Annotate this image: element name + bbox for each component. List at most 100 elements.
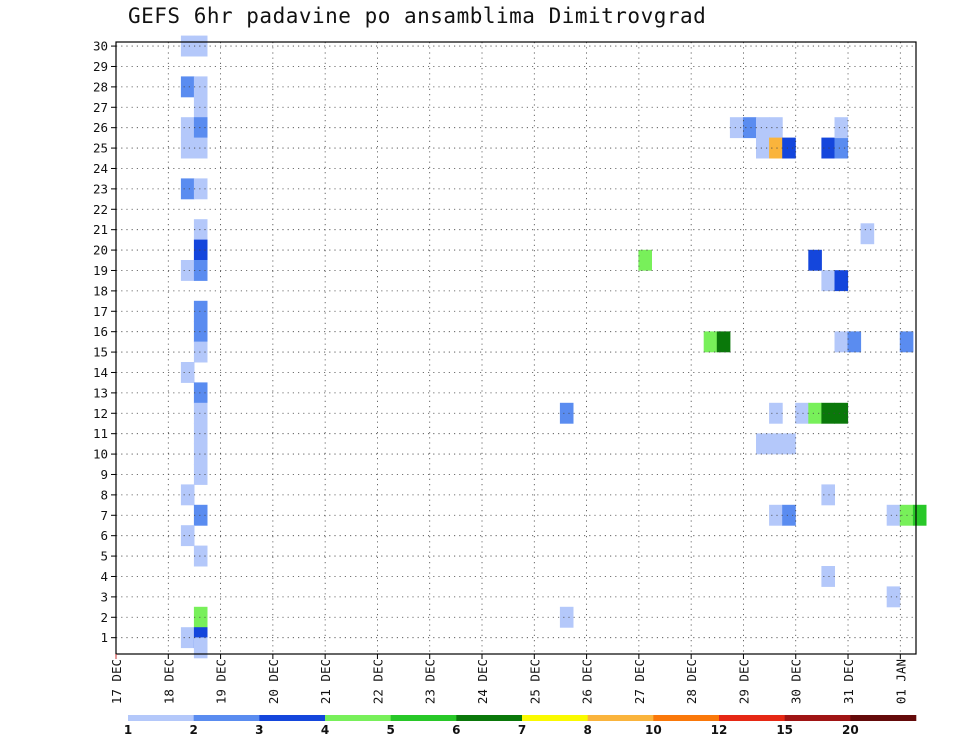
heatmap-cell [193,137,208,159]
heatmap-cell [193,443,208,465]
color-scale-bar: 1 2 3 4 5 6 7 8 10 12 15 20 [124,715,917,737]
color-scale-segment [325,715,391,721]
heatmap-cell [193,637,208,659]
color-scale-label: 10 [645,723,662,737]
y-tick-label: 15 [93,345,108,360]
heatmap-cell [193,504,208,526]
color-scale-label: 4 [321,723,329,737]
heatmap-cell [193,423,208,445]
heatmap-cell [193,219,208,241]
heatmap-cell [847,331,862,353]
x-tick-label: 27 DEC [632,659,647,704]
y-tick-label: 16 [93,324,108,339]
heatmap-cell [193,464,208,485]
heatmap-cell [193,402,208,424]
heatmap-cell [769,137,783,159]
heatmap-cell [821,484,835,506]
heatmap-cell [782,433,796,455]
x-tick-label: 30 DEC [789,659,804,704]
color-scale-label: 7 [518,723,526,737]
x-tick-label: 31 DEC [841,659,856,704]
x-tick-label: 22 DEC [370,659,385,704]
heatmap-cell [193,178,208,200]
heatmap-cell [729,117,744,139]
heatmap-cell [180,35,195,57]
color-scale-label: 15 [776,723,793,737]
heatmap-cell [193,321,208,343]
y-tick-label: 24 [93,161,108,176]
heatmap-cell [834,117,849,139]
color-scale-label: 2 [189,723,197,737]
color-scale-segment [850,715,917,721]
y-tick-label: 13 [93,385,108,400]
heatmap-cells [180,35,927,659]
heatmap-cell [559,606,574,628]
y-tick-label: 18 [93,283,108,298]
x-tick-label: 23 DEC [423,659,438,704]
color-scale-segment [456,715,523,721]
heatmap-cell [821,402,835,424]
heatmap-cell [834,402,849,424]
heatmap-cell [821,566,835,587]
color-scale-label: 5 [386,723,394,737]
heatmap-cell [180,260,195,281]
y-tick-label: 12 [93,406,108,421]
x-tick-label: 17 DEC [109,659,124,704]
heatmap-cell [782,137,796,159]
heatmap-cell [886,504,901,526]
y-tick-label: 19 [93,263,108,278]
heatmap-cell [638,249,652,271]
x-tick-label: 19 DEC [214,659,229,704]
heatmap-cell [193,545,208,567]
y-tick-label: 6 [100,528,108,543]
heatmap-cell [886,586,901,608]
y-tick-label: 23 [93,181,108,196]
x-tick-label: 29 DEC [736,659,751,704]
heatmap-cell [180,484,195,506]
x-axis: 17 DEC 18 DEC 19 DEC 20 DEC 21 DEC 22 DEC 23 D… [109,654,908,704]
color-scale-segment [522,715,588,721]
heatmap-cell [193,117,208,139]
y-tick-label: 29 [93,59,108,74]
heatmap-cell [180,627,195,649]
y-tick-label: 1 [100,630,108,645]
heatmap-cell [743,117,757,139]
heatmap-cell [821,270,835,292]
color-scale-segment [784,715,851,721]
grid-lines [115,42,916,654]
color-scale-label: 8 [583,723,591,737]
y-tick-label: 9 [100,467,108,482]
heatmap-cell [193,35,208,57]
color-scale-segment [719,715,785,721]
heatmap-cell [756,117,770,139]
y-tick-label: 20 [93,243,108,258]
heatmap-cell [899,331,914,353]
x-tick-label: 01 JAN [893,659,908,704]
heatmap-cell [795,402,809,424]
color-scale-label: 6 [452,723,460,737]
color-scale-segment [390,715,457,721]
plot-frame [115,41,917,655]
y-tick-label: 30 [93,39,108,54]
heatmap-cell [769,117,783,139]
heatmap-cell [860,223,875,245]
y-tick-label: 14 [93,365,108,380]
color-scale-label: 20 [842,723,859,737]
heatmap-cell [193,341,208,363]
heatmap-cell [193,300,208,322]
y-tick-label: 25 [93,141,108,156]
x-tick-label: 18 DEC [161,659,176,704]
chart-title: GEFS 6hr padavine po ansamblima Dimitrov… [128,4,707,28]
heatmap-cell [193,606,208,628]
y-tick-label: 28 [93,79,108,94]
heatmap-cell [180,76,195,98]
y-tick-label: 3 [100,589,108,604]
heatmap-cell [180,117,195,139]
y-tick-label: 10 [93,447,108,462]
heatmap-cell [703,331,718,353]
y-tick-label: 5 [100,549,108,564]
y-tick-label: 26 [93,120,108,135]
heatmap-cell [821,137,835,159]
y-tick-label: 22 [93,202,108,217]
